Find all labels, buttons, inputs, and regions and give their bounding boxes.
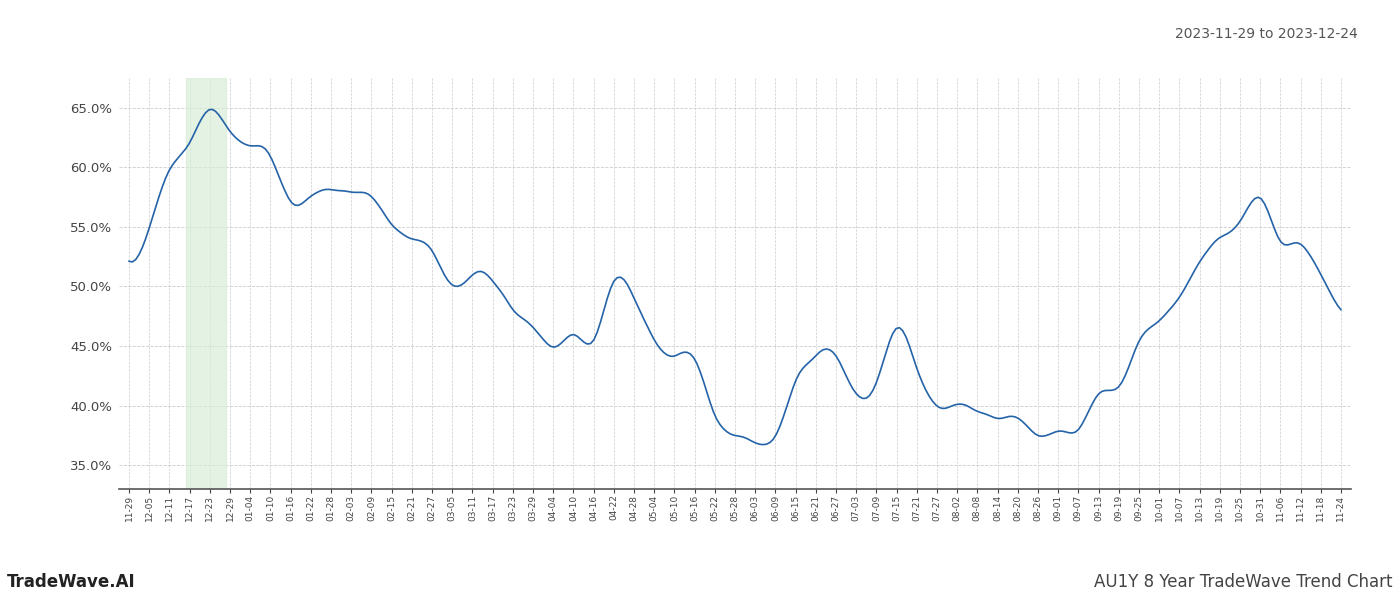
Text: TradeWave.AI: TradeWave.AI bbox=[7, 573, 136, 591]
Bar bbox=[186, 78, 225, 489]
Text: 2023-11-29 to 2023-12-24: 2023-11-29 to 2023-12-24 bbox=[1175, 27, 1358, 41]
Text: AU1Y 8 Year TradeWave Trend Chart: AU1Y 8 Year TradeWave Trend Chart bbox=[1095, 573, 1393, 591]
